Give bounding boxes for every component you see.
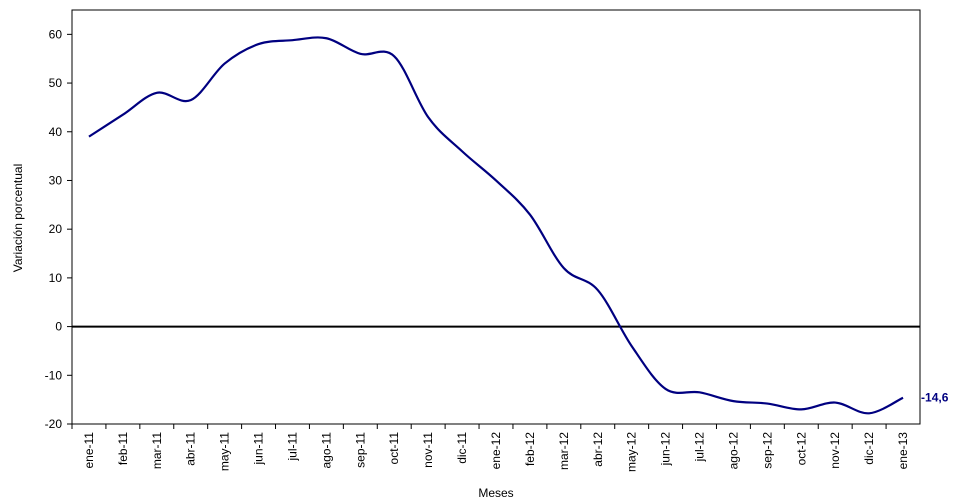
x-tick-label: dic-12: [862, 432, 876, 465]
x-tick-label: jul-12: [693, 432, 707, 463]
x-tick-label: sep-11: [353, 432, 367, 468]
x-tick-label: feb-11: [116, 432, 130, 465]
y-tick-label: 20: [49, 222, 63, 236]
y-tick-label: 30: [49, 173, 63, 187]
x-tick-label: dic-11: [455, 432, 469, 464]
x-tick-label: nov-12: [828, 432, 842, 469]
x-tick-label: mar-12: [557, 432, 571, 470]
x-tick-label: ago-12: [726, 432, 740, 470]
y-axis-label: Variación porcentual: [11, 164, 25, 273]
y-tick-label: 60: [49, 27, 63, 41]
x-tick-label: jun-11: [252, 432, 266, 466]
y-tick-label: 40: [49, 125, 63, 139]
x-tick-label: abr-12: [591, 432, 605, 467]
y-tick-label: -20: [45, 417, 63, 431]
x-tick-label: abr-11: [184, 432, 198, 466]
x-tick-label: oct-12: [794, 432, 808, 466]
y-tick-label: -10: [45, 368, 63, 382]
y-tick-label: 0: [55, 320, 62, 334]
x-tick-label: nov-11: [421, 432, 435, 468]
data-line: [88, 36, 904, 415]
x-tick-label: sep-12: [760, 432, 774, 469]
data-label: -14,6: [921, 391, 949, 405]
x-tick-label: ene-12: [489, 432, 503, 470]
plot-frame: [71, 9, 921, 425]
x-tick-label: jul-11: [285, 432, 299, 462]
x-axis-label: Meses: [478, 486, 513, 500]
x-tick-label: may-11: [218, 432, 232, 471]
x-tick-label: mar-11: [150, 432, 164, 469]
x-tick-label: ene-13: [896, 432, 910, 470]
x-tick-label: oct-11: [387, 432, 401, 465]
y-tick-label: 50: [49, 76, 63, 90]
x-tick-label: ago-11: [319, 432, 333, 469]
x-tick-label: ene-11: [82, 432, 96, 469]
y-tick-label: 10: [49, 271, 63, 285]
x-tick-label: may-12: [625, 432, 639, 472]
x-tick-label: jun-12: [659, 432, 673, 467]
x-tick-label: feb-12: [523, 432, 537, 466]
